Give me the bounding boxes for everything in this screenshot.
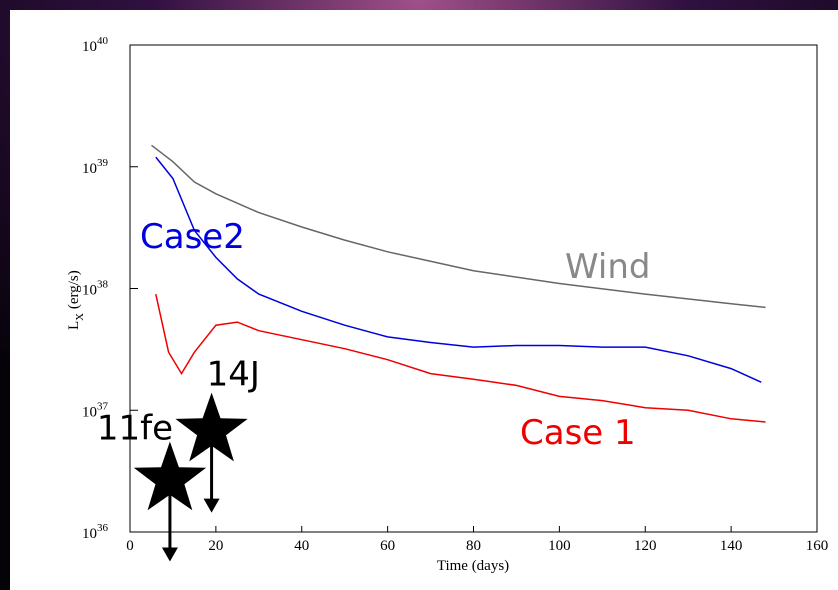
x-tick-label: 40 <box>294 538 309 554</box>
x-tick-label: 140 <box>720 538 743 554</box>
y-tick-label: 1037 <box>82 400 109 420</box>
limit-arrowhead <box>203 498 220 513</box>
series-line <box>155 156 762 383</box>
y-tick-label: 1040 <box>82 35 109 55</box>
series-label: Case2 <box>140 217 245 257</box>
panel <box>10 10 838 590</box>
limit-label: 11fe <box>97 408 173 448</box>
upper-limit-star <box>133 441 207 511</box>
series-line <box>151 144 766 309</box>
x-tick-label: 60 <box>380 538 395 554</box>
upper-limit-star <box>175 392 248 462</box>
x-tick-label: 120 <box>634 538 657 554</box>
series-label: Case 1 <box>520 413 636 453</box>
y-tick-label: 1039 <box>82 157 109 177</box>
y-tick-label: 1038 <box>82 279 109 299</box>
y-tick-label: 1036 <box>82 522 109 542</box>
limit-label: 14J <box>207 355 260 395</box>
x-axis-label: Time (days) <box>437 558 509 574</box>
x-tick-label: 160 <box>806 538 829 554</box>
series-line <box>155 293 766 423</box>
x-tick-label: 20 <box>208 538 223 554</box>
x-tick-label: 100 <box>548 538 571 554</box>
x-tick-label: 80 <box>466 538 481 554</box>
series-label: Wind <box>565 247 650 287</box>
x-tick-label: 0 <box>126 538 134 554</box>
y-axis-label: LX (erg/s) <box>66 270 86 330</box>
limit-arrowhead <box>161 547 178 562</box>
